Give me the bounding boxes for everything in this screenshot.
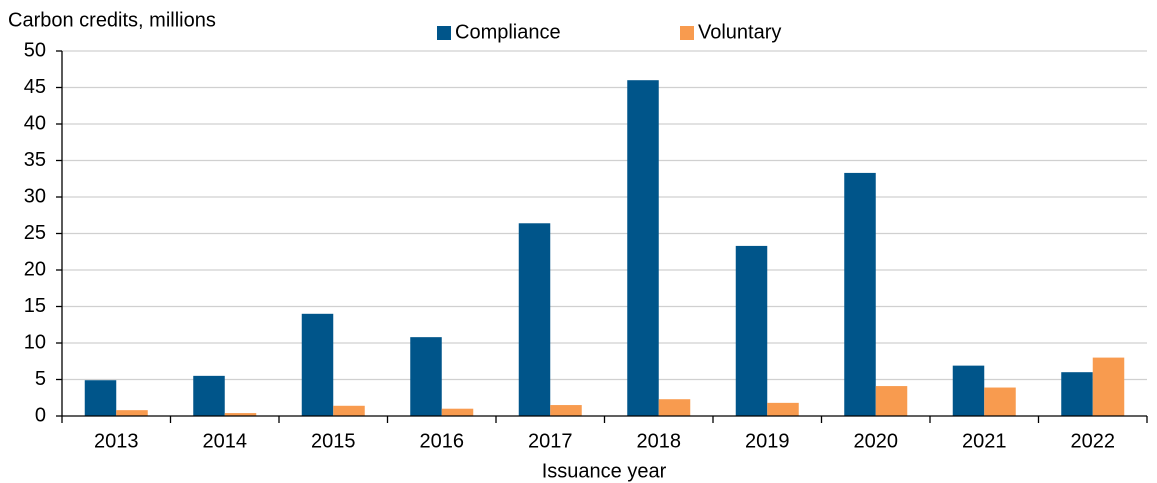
bar [627,80,659,416]
bar [193,375,225,416]
x-tick-label: 2019 [745,430,790,452]
y-tick-label: 50 [24,39,46,61]
x-tick-label: 2020 [854,430,899,452]
bar [84,380,117,416]
bar [550,405,582,416]
x-tick-label: 2018 [637,430,682,452]
bar [224,413,257,416]
y-axis-label: Carbon credits, millions [8,9,216,31]
bar [1061,372,1093,416]
legend-label: Voluntary [698,21,781,43]
y-tick-label: 5 [35,368,46,390]
y-tick-label: 10 [24,331,46,353]
bar [1092,357,1125,416]
bar [844,172,876,416]
bar [875,386,908,416]
bar [735,245,768,416]
bar [301,313,334,416]
y-tick-label: 25 [24,222,46,244]
y-tick-label: 40 [24,112,46,134]
bar [518,223,551,416]
bar [333,405,365,416]
x-tick-label: 2013 [94,430,139,452]
y-tick-label: 35 [24,149,46,171]
bar [410,337,442,416]
x-tick-label: 2022 [1071,430,1116,452]
y-tick-label: 45 [24,76,46,98]
legend-label: Compliance [455,21,561,43]
x-tick-label: 2021 [962,430,1007,452]
x-tick-label: 2014 [203,430,248,452]
bar [658,399,691,416]
x-tick-label: 2015 [311,430,356,452]
y-tick-label: 15 [24,295,46,317]
x-tick-label: 2017 [528,430,573,452]
bar [984,387,1016,416]
x-axis-label: Issuance year [542,460,667,482]
bar [441,408,474,416]
bar [767,402,799,416]
x-tick-label: 2016 [420,430,465,452]
legend-swatch [680,26,694,40]
legend-swatch [437,26,451,40]
y-tick-label: 0 [35,404,46,426]
bar [952,365,985,416]
y-tick-label: 30 [24,185,46,207]
bar [116,410,148,416]
y-tick-label: 20 [24,258,46,280]
